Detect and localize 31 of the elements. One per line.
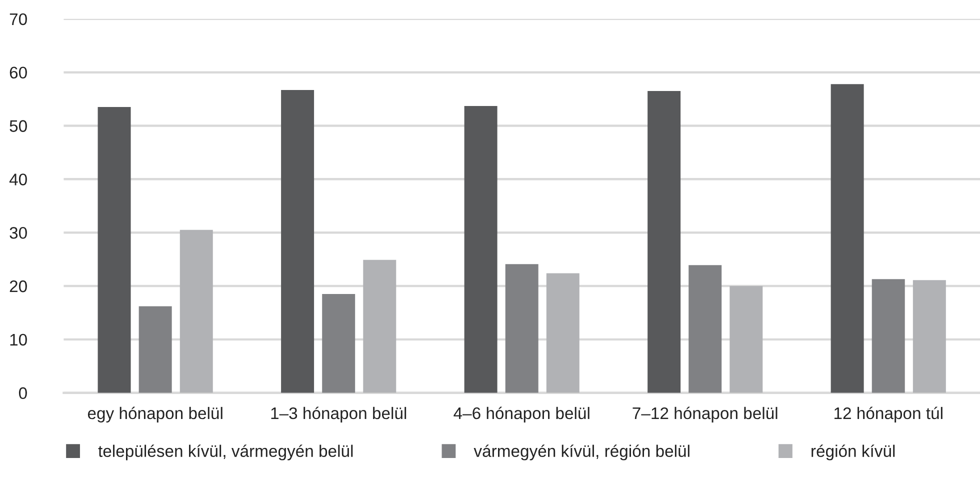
x-tick-label: 4–6 hónapon belül (454, 406, 590, 422)
bar (912, 280, 946, 393)
y-tick-label: 70 (10, 13, 27, 26)
bar (648, 91, 681, 393)
x-tick-label: 1–3 hónapon belül (271, 406, 406, 422)
bar (830, 84, 864, 393)
legend-label: településen kívül, vármegyén belül (98, 444, 353, 460)
bar (180, 230, 213, 393)
y-tick-label: 20 (10, 280, 27, 292)
bar (98, 107, 131, 393)
bar (546, 273, 580, 393)
y-tick-label: 50 (10, 120, 27, 132)
bar (872, 279, 905, 393)
bar (281, 90, 314, 393)
y-tick-label: 40 (9, 174, 27, 186)
x-tick-label: 12 hónapon túl (834, 406, 942, 422)
x-tick-label: egy hónapon belül (88, 406, 222, 422)
y-tick-label: 60 (10, 66, 27, 79)
y-tick-label: 10 (10, 334, 27, 346)
bar (464, 106, 498, 393)
bar (138, 306, 172, 393)
legend-label: régión kívül (812, 444, 895, 460)
bar (730, 286, 763, 393)
x-tick-label: 7–12 hónapon belül (632, 406, 778, 422)
y-tick-label: 30 (10, 226, 27, 239)
legend-label: vármegyén kívül, régión belül (474, 444, 690, 460)
bar (363, 260, 396, 393)
bar (688, 265, 722, 393)
bar (505, 264, 538, 393)
bar (322, 294, 356, 393)
y-tick-label: 0 (18, 387, 27, 400)
